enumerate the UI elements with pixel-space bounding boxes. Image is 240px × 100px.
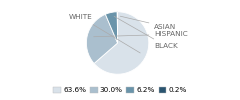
Text: BLACK: BLACK: [114, 16, 178, 49]
Text: HISPANIC: HISPANIC: [94, 31, 188, 37]
Wedge shape: [105, 12, 118, 43]
Wedge shape: [94, 12, 149, 74]
Text: WHITE: WHITE: [69, 14, 140, 53]
Text: ASIAN: ASIAN: [120, 16, 177, 30]
Legend: 63.6%, 30.0%, 6.2%, 0.2%: 63.6%, 30.0%, 6.2%, 0.2%: [50, 84, 190, 96]
Wedge shape: [86, 14, 118, 64]
Wedge shape: [117, 12, 118, 43]
